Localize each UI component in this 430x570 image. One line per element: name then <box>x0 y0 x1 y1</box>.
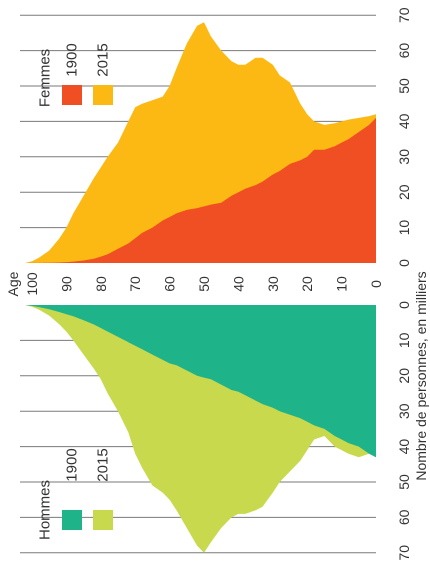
value-tick-label: 20 <box>396 368 412 384</box>
legend-swatch-1900 <box>62 85 82 105</box>
age-tick-label: 50 <box>196 276 212 292</box>
age-tick-label: 100 <box>24 272 40 296</box>
value-tick-label: 10 <box>396 332 412 348</box>
value-tick-label: 20 <box>396 184 412 200</box>
area-series <box>25 22 376 553</box>
legend-swatch-1900 <box>62 510 82 530</box>
legend-label-2015: 2015 <box>95 43 112 76</box>
legend-label-1900: 1900 <box>64 43 81 76</box>
value-tick-label: 50 <box>396 474 412 490</box>
age-tick-label: 0 <box>368 280 384 288</box>
age-tick-label: 60 <box>162 276 178 292</box>
legends: Femmes 1900 2015 Hommes 1900 2015 <box>37 43 113 540</box>
value-tick-label: 70 <box>396 7 412 23</box>
legend-swatch-2015 <box>93 510 113 530</box>
value-tick-label: 60 <box>396 509 412 525</box>
area-femmes-1900 <box>25 117 376 264</box>
value-tick-label: 50 <box>396 78 412 94</box>
legend-title: Hommes <box>37 480 54 540</box>
age-tick-label: 20 <box>299 276 315 292</box>
value-axis-title: Nombre de personnes, en milliers <box>413 271 429 480</box>
value-tick-label: 0 <box>396 301 412 309</box>
legend-label-1900: 1900 <box>64 448 81 481</box>
age-axis-title: Age <box>5 271 21 296</box>
value-tick-label: 0 <box>396 259 412 267</box>
value-tick-label: 40 <box>396 113 412 129</box>
age-tick-label: 80 <box>93 276 109 292</box>
age-tick-label: 40 <box>230 276 246 292</box>
value-tick-label: 30 <box>396 149 412 165</box>
legend-title: Femmes <box>37 49 54 107</box>
value-tick-label: 60 <box>396 43 412 59</box>
age-tick-label: 70 <box>127 276 143 292</box>
age-tick-label: 30 <box>265 276 281 292</box>
value-tick-label: 70 <box>396 545 412 561</box>
area-hommes-1900 <box>25 305 376 458</box>
value-tick-label: 10 <box>396 220 412 236</box>
value-tick-label: 40 <box>396 439 412 455</box>
legend-swatch-2015 <box>93 85 113 105</box>
age-tick-label: 10 <box>334 276 350 292</box>
labels: 0 10 20 30 40 50 60 70 0 10 20 30 40 50 60 70 0 10 20 30 40 5… <box>5 7 429 560</box>
legend-label-2015: 2015 <box>95 448 112 481</box>
age-tick-label: 90 <box>58 276 74 292</box>
value-tick-label: 30 <box>396 403 412 419</box>
